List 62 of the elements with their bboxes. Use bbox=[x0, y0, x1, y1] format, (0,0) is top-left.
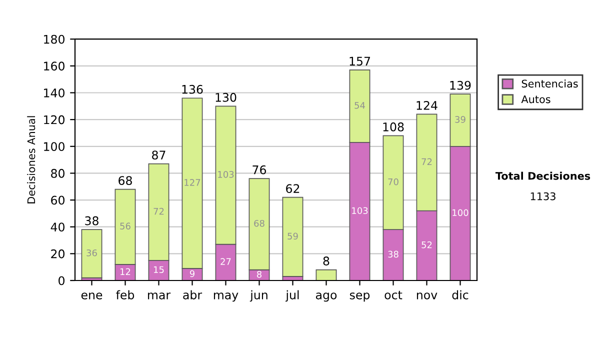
x-tick-label: ene bbox=[81, 292, 102, 300]
data-label: 52 bbox=[422, 241, 432, 248]
total-label: 136 bbox=[182, 84, 203, 94]
bar bbox=[81, 229, 102, 278]
data-label: 100 bbox=[452, 209, 468, 216]
data-label: 8 bbox=[256, 270, 262, 278]
text: Total Decisiones bbox=[495, 172, 590, 180]
data-label: 38 bbox=[388, 250, 398, 258]
x-tick-label: jul bbox=[286, 290, 299, 302]
total-label: 62 bbox=[286, 184, 300, 194]
y-tick-label: 0 bbox=[58, 276, 64, 286]
y-tick-label: 120 bbox=[44, 115, 64, 124]
x-tick-label: dic bbox=[452, 290, 468, 300]
data-label: 12 bbox=[120, 268, 130, 275]
x-tick-label: oct bbox=[384, 290, 402, 300]
data-label: 27 bbox=[220, 258, 231, 265]
data-label: 103 bbox=[352, 207, 368, 214]
data-label: 36 bbox=[86, 249, 97, 256]
y-axis-title: Decisiones Anual bbox=[27, 116, 36, 204]
data-label: 70 bbox=[388, 178, 398, 186]
y-tick-label: 140 bbox=[44, 88, 64, 98]
data-label: 56 bbox=[120, 222, 130, 230]
x-tick-label: ago bbox=[316, 292, 337, 302]
data-label: 127 bbox=[184, 179, 200, 186]
data-label: 15 bbox=[154, 266, 164, 274]
x-tick-label: abr bbox=[183, 290, 202, 300]
y-tick-label: 60 bbox=[51, 196, 64, 205]
total-label: 68 bbox=[118, 176, 132, 186]
x-tick-label: mar bbox=[148, 292, 171, 300]
data-label: 68 bbox=[254, 220, 264, 227]
bar bbox=[316, 269, 337, 280]
total-label: 157 bbox=[350, 56, 370, 66]
text: 1133 bbox=[530, 192, 556, 200]
total-label: 130 bbox=[216, 92, 236, 102]
data-label: 103 bbox=[218, 171, 234, 178]
data-label: 72 bbox=[154, 208, 164, 215]
data-label: 72 bbox=[422, 158, 432, 165]
y-tick-label: 80 bbox=[51, 168, 64, 178]
total-label: 76 bbox=[252, 165, 266, 174]
y-tick-label: 40 bbox=[50, 222, 64, 232]
data-label: 59 bbox=[288, 232, 298, 240]
total-label: 87 bbox=[152, 150, 166, 160]
x-tick-label: feb bbox=[116, 290, 134, 300]
total-label: 108 bbox=[383, 122, 404, 132]
legend-label: Autos bbox=[521, 95, 550, 104]
bar bbox=[282, 196, 304, 277]
data-label: 54 bbox=[354, 102, 365, 109]
x-tick-label: sep bbox=[350, 292, 370, 302]
x-tick-label: jun bbox=[250, 290, 268, 302]
total-label: 8 bbox=[323, 256, 330, 266]
y-tick-label: 100 bbox=[44, 142, 64, 152]
y-tick-label: 160 bbox=[44, 62, 64, 71]
x-tick-label: may bbox=[214, 292, 238, 302]
data-label: 39 bbox=[455, 116, 466, 123]
y-tick-label: 180 bbox=[44, 34, 64, 44]
total-label: 139 bbox=[450, 80, 471, 90]
legend-label: Sentencias bbox=[522, 80, 578, 88]
x-tick-label: nov bbox=[416, 292, 438, 300]
data-label: 9 bbox=[190, 270, 194, 278]
y-tick-label: 20 bbox=[51, 249, 64, 258]
total-label: 124 bbox=[416, 100, 438, 110]
total-label: 38 bbox=[85, 216, 98, 226]
